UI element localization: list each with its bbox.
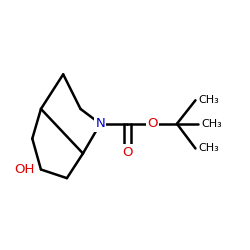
Text: N: N (96, 117, 105, 130)
Text: CH₃: CH₃ (198, 144, 219, 154)
Text: CH₃: CH₃ (198, 95, 219, 105)
Text: O: O (122, 146, 133, 159)
Text: CH₃: CH₃ (201, 119, 222, 129)
Text: OH: OH (15, 163, 35, 176)
Text: O: O (147, 117, 158, 130)
